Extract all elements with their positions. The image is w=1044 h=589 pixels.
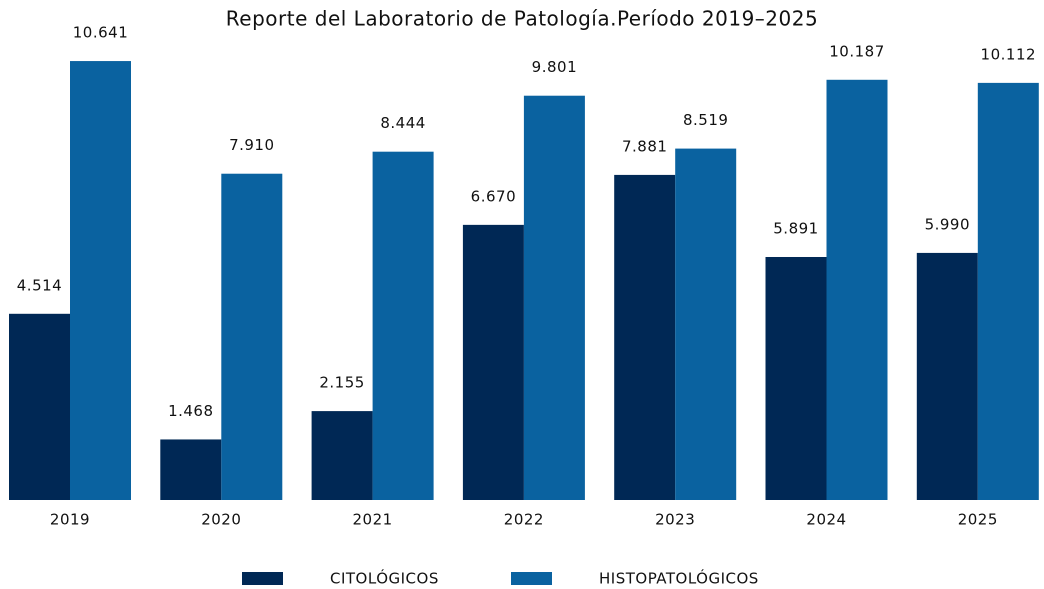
x-tick-label: 2024 [806, 511, 846, 529]
value-label: 4.514 [17, 276, 62, 294]
value-label: 8.519 [683, 111, 728, 129]
bar [826, 79, 888, 500]
x-tick-label: 2022 [504, 511, 544, 529]
x-tick-label: 2020 [201, 511, 241, 529]
value-label: 7.910 [229, 136, 274, 154]
bar [311, 411, 373, 500]
value-label: 2.155 [319, 374, 364, 392]
bar [9, 313, 70, 500]
bar [614, 174, 676, 500]
value-label: 10.641 [73, 24, 129, 42]
bar [675, 148, 737, 500]
value-label: 6.670 [471, 187, 516, 205]
bar [765, 256, 827, 500]
bar [70, 61, 131, 501]
chart-title: Reporte del Laboratorio de Patología.Per… [226, 7, 818, 31]
bar [160, 439, 222, 500]
bar [221, 173, 283, 500]
legend-label: HISTOPATOLÓGICOS [599, 569, 759, 588]
value-label: 10.187 [829, 42, 885, 60]
bar [523, 95, 585, 501]
x-tick-label: 2025 [958, 511, 998, 529]
legend-swatch [511, 572, 552, 585]
bar [372, 151, 434, 500]
x-tick-label: 2023 [655, 511, 695, 529]
value-label: 10.112 [981, 45, 1037, 63]
value-label: 8.444 [380, 114, 425, 132]
bar [977, 82, 1039, 500]
bar [916, 252, 978, 500]
value-label: 5.990 [925, 215, 970, 233]
legend-swatch [242, 572, 283, 585]
value-label: 9.801 [532, 58, 577, 76]
value-label: 5.891 [773, 219, 818, 237]
value-label: 7.881 [622, 137, 667, 155]
bar [462, 224, 524, 501]
value-label: 1.468 [168, 402, 213, 420]
x-tick-label: 2019 [50, 511, 90, 529]
x-tick-label: 2021 [353, 511, 393, 529]
legend-label: CITOLÓGICOS [330, 569, 439, 588]
